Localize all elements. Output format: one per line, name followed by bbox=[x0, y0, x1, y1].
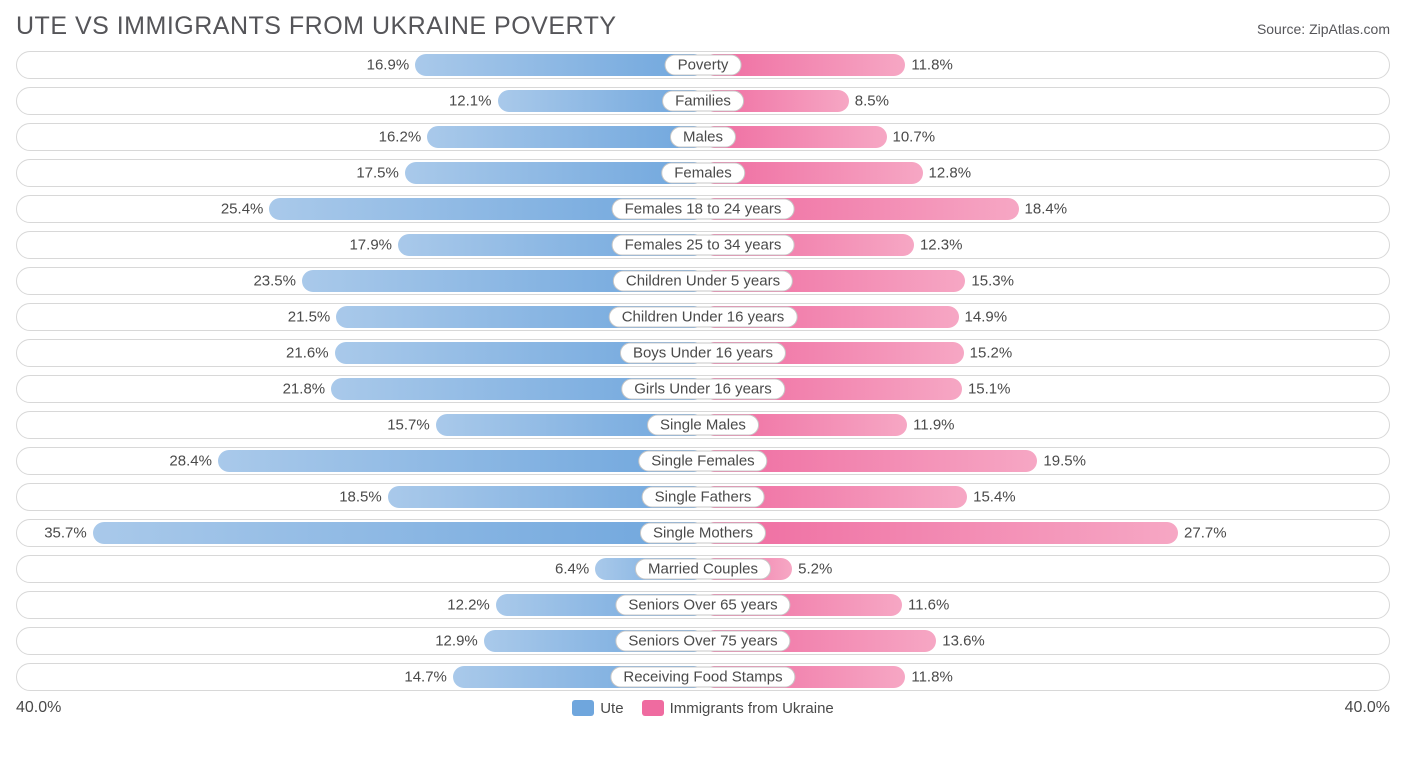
chart-header: UTE VS IMMIGRANTS FROM UKRAINE POVERTY S… bbox=[16, 12, 1390, 41]
diverging-bar-chart: 16.9%11.8%Poverty12.1%8.5%Families16.2%1… bbox=[16, 51, 1390, 691]
axis-max-right: 40.0% bbox=[1345, 699, 1390, 717]
value-left: 14.7% bbox=[404, 669, 447, 686]
category-label: Single Males bbox=[647, 415, 759, 436]
chart-row: 15.7% 11.9% Single Males bbox=[16, 411, 1390, 439]
value-right: 10.7% bbox=[893, 129, 936, 146]
legend-item-left: Ute bbox=[572, 700, 623, 717]
chart-row: 12.1% 8.5% Families bbox=[16, 87, 1390, 115]
category-label: Children Under 16 years bbox=[609, 307, 798, 328]
legend: Ute Immigrants from Ukraine bbox=[572, 700, 834, 717]
value-right: 19.5% bbox=[1043, 453, 1086, 470]
bar-left bbox=[218, 450, 705, 472]
bar-left bbox=[415, 54, 705, 76]
chart-row: 17.5% 12.8% Females bbox=[16, 159, 1390, 187]
axis-max-left: 40.0% bbox=[16, 699, 61, 717]
chart-row: 12.9% 13.6% Seniors Over 75 years bbox=[16, 627, 1390, 655]
value-left: 12.9% bbox=[435, 633, 478, 650]
value-left: 21.5% bbox=[288, 309, 331, 326]
value-left: 12.2% bbox=[447, 597, 490, 614]
value-left: 18.5% bbox=[339, 489, 382, 506]
value-left: 6.4% bbox=[555, 561, 589, 578]
value-left: 17.9% bbox=[349, 237, 392, 254]
value-right: 18.4% bbox=[1025, 201, 1068, 218]
chart-row: 21.5% 14.9% Children Under 16 years bbox=[16, 303, 1390, 331]
value-right: 8.5% bbox=[855, 93, 889, 110]
chart-row: 14.7% 11.8% Receiving Food Stamps bbox=[16, 663, 1390, 691]
value-right: 5.2% bbox=[798, 561, 832, 578]
category-label: Females bbox=[661, 163, 745, 184]
value-left: 35.7% bbox=[44, 525, 87, 542]
category-label: Families bbox=[662, 91, 744, 112]
chart-row: 16.2% 10.7% Males bbox=[16, 123, 1390, 151]
value-right: 15.1% bbox=[968, 381, 1011, 398]
category-label: Females 18 to 24 years bbox=[612, 199, 795, 220]
chart-row: 16.9% 11.8% Poverty bbox=[16, 51, 1390, 79]
value-right: 12.3% bbox=[920, 237, 963, 254]
chart-row: 21.6% 15.2% Boys Under 16 years bbox=[16, 339, 1390, 367]
chart-source: Source: ZipAtlas.com bbox=[1257, 21, 1390, 37]
value-left: 16.2% bbox=[379, 129, 422, 146]
chart-row: 28.4% 19.5% Single Females bbox=[16, 447, 1390, 475]
category-label: Single Females bbox=[638, 451, 767, 472]
value-left: 17.5% bbox=[356, 165, 399, 182]
value-right: 15.2% bbox=[970, 345, 1013, 362]
chart-row: 12.2% 11.6% Seniors Over 65 years bbox=[16, 591, 1390, 619]
category-label: Poverty bbox=[665, 55, 742, 76]
chart-row: 17.9% 12.3% Females 25 to 34 years bbox=[16, 231, 1390, 259]
category-label: Males bbox=[670, 127, 736, 148]
category-label: Single Mothers bbox=[640, 523, 766, 544]
bar-left bbox=[427, 126, 705, 148]
value-right: 11.9% bbox=[913, 417, 954, 434]
category-label: Seniors Over 75 years bbox=[615, 631, 790, 652]
chart-row: 18.5% 15.4% Single Fathers bbox=[16, 483, 1390, 511]
value-right: 15.4% bbox=[973, 489, 1016, 506]
category-label: Seniors Over 65 years bbox=[615, 595, 790, 616]
value-right: 15.3% bbox=[971, 273, 1014, 290]
category-label: Children Under 5 years bbox=[613, 271, 793, 292]
value-right: 12.8% bbox=[929, 165, 972, 182]
bar-left bbox=[93, 522, 705, 544]
chart-row: 6.4% 5.2% Married Couples bbox=[16, 555, 1390, 583]
value-right: 13.6% bbox=[942, 633, 985, 650]
legend-label-right: Immigrants from Ukraine bbox=[670, 700, 834, 717]
legend-swatch-left bbox=[572, 700, 594, 716]
category-label: Girls Under 16 years bbox=[621, 379, 785, 400]
category-label: Receiving Food Stamps bbox=[610, 667, 795, 688]
value-left: 16.9% bbox=[367, 57, 410, 74]
chart-row: 23.5% 15.3% Children Under 5 years bbox=[16, 267, 1390, 295]
value-left: 12.1% bbox=[449, 93, 492, 110]
chart-title: UTE VS IMMIGRANTS FROM UKRAINE POVERTY bbox=[16, 12, 617, 41]
bar-left bbox=[405, 162, 705, 184]
chart-row: 21.8% 15.1% Girls Under 16 years bbox=[16, 375, 1390, 403]
value-left: 15.7% bbox=[387, 417, 430, 434]
legend-item-right: Immigrants from Ukraine bbox=[642, 700, 834, 717]
category-label: Single Fathers bbox=[642, 487, 765, 508]
chart-footer: 40.0% Ute Immigrants from Ukraine 40.0% bbox=[16, 699, 1390, 717]
chart-row: 35.7% 27.7% Single Mothers bbox=[16, 519, 1390, 547]
bar-right bbox=[703, 522, 1178, 544]
value-right: 11.8% bbox=[911, 57, 952, 74]
legend-label-left: Ute bbox=[600, 700, 623, 717]
category-label: Boys Under 16 years bbox=[620, 343, 786, 364]
value-left: 21.8% bbox=[283, 381, 326, 398]
value-left: 23.5% bbox=[253, 273, 296, 290]
value-right: 11.6% bbox=[908, 597, 949, 614]
value-right: 27.7% bbox=[1184, 525, 1227, 542]
value-left: 28.4% bbox=[169, 453, 212, 470]
value-right: 11.8% bbox=[911, 669, 952, 686]
legend-swatch-right bbox=[642, 700, 664, 716]
category-label: Married Couples bbox=[635, 559, 771, 580]
chart-row: 25.4% 18.4% Females 18 to 24 years bbox=[16, 195, 1390, 223]
value-right: 14.9% bbox=[965, 309, 1008, 326]
category-label: Females 25 to 34 years bbox=[612, 235, 795, 256]
value-left: 21.6% bbox=[286, 345, 329, 362]
value-left: 25.4% bbox=[221, 201, 264, 218]
